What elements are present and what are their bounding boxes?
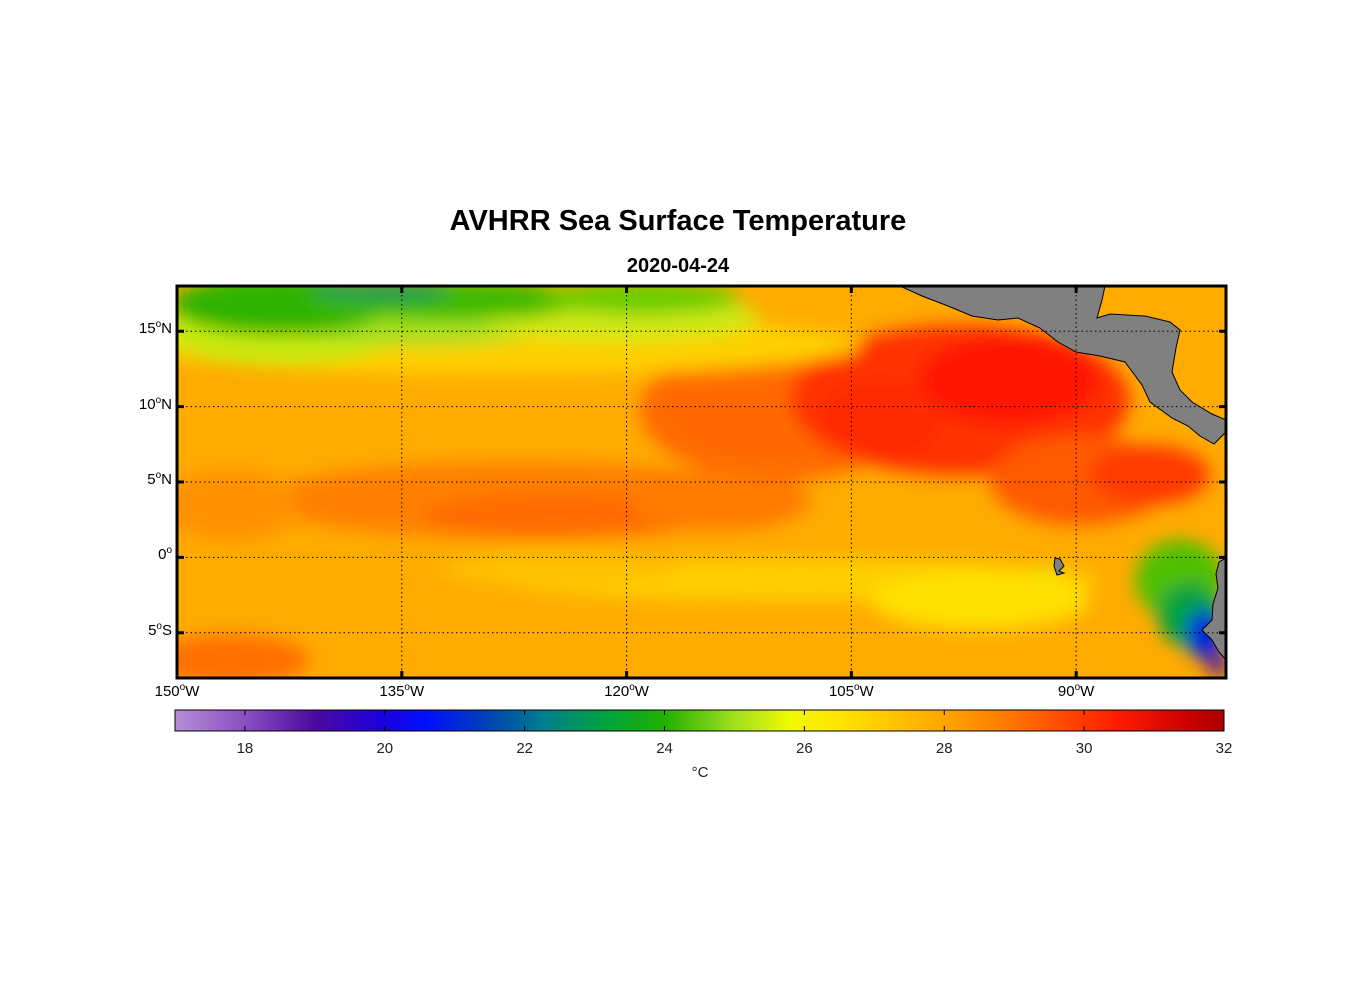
colorbar-tick-label: 30 <box>1075 740 1093 757</box>
lat-label: 10oN <box>138 394 172 413</box>
colorbar-tick-label: 22 <box>516 740 533 757</box>
lon-label: 105oW <box>828 682 874 700</box>
lat-label: 15oN <box>138 319 172 338</box>
lon-label: 135oW <box>379 682 425 700</box>
colorbar-unit: °C <box>691 764 709 781</box>
sst-cool-tongue <box>870 570 1090 630</box>
sst-cool-tongue <box>440 554 680 586</box>
sst-cool-patch-green <box>540 286 740 314</box>
sst-warm-patch-south <box>177 635 310 678</box>
sst-warm-pool-core <box>820 380 940 460</box>
figure-subtitle: 2020-04-24 <box>626 255 730 277</box>
map-ticks <box>175 286 1226 678</box>
sst-warm-patch <box>1090 445 1210 505</box>
sst-upwelling-core <box>1208 653 1226 677</box>
figure-title: AVHRR Sea Surface Temperature <box>449 205 907 237</box>
colorbar-tick-label: 18 <box>236 740 254 757</box>
sst-patches <box>177 286 1226 678</box>
lon-label: 120oW <box>604 682 649 700</box>
sst-field <box>177 286 1226 678</box>
sst-warm-patch <box>630 470 810 530</box>
sst-warm-pool-core <box>920 335 1100 425</box>
sst-warm-band-core <box>420 493 700 537</box>
colorbar-tick-label: 24 <box>656 740 673 757</box>
lat-label: 5oS <box>148 620 172 639</box>
colorbar-ticks <box>244 710 1225 731</box>
sst-cool-patch-teal <box>310 286 450 301</box>
lat-label: 0o <box>158 545 172 564</box>
central-america-land <box>899 286 1226 445</box>
sst-warm-patch <box>177 470 300 540</box>
colorbar-tick-label: 20 <box>376 740 394 757</box>
lon-label: 150oW <box>154 682 200 700</box>
map-gridlines <box>177 286 1226 678</box>
colorbar-tick-label: 26 <box>796 740 813 757</box>
galapagos-land <box>1053 557 1066 576</box>
lon-label: 90oW <box>1057 682 1095 700</box>
colorbar-tick-label: 32 <box>1215 740 1233 757</box>
colorbar-tick-label: 28 <box>935 740 953 757</box>
sst-galapagos-wake <box>1035 569 1055 581</box>
lat-label: 5oN <box>147 470 172 488</box>
colorbar <box>174 709 1225 732</box>
south-america-land <box>1201 557 1226 661</box>
